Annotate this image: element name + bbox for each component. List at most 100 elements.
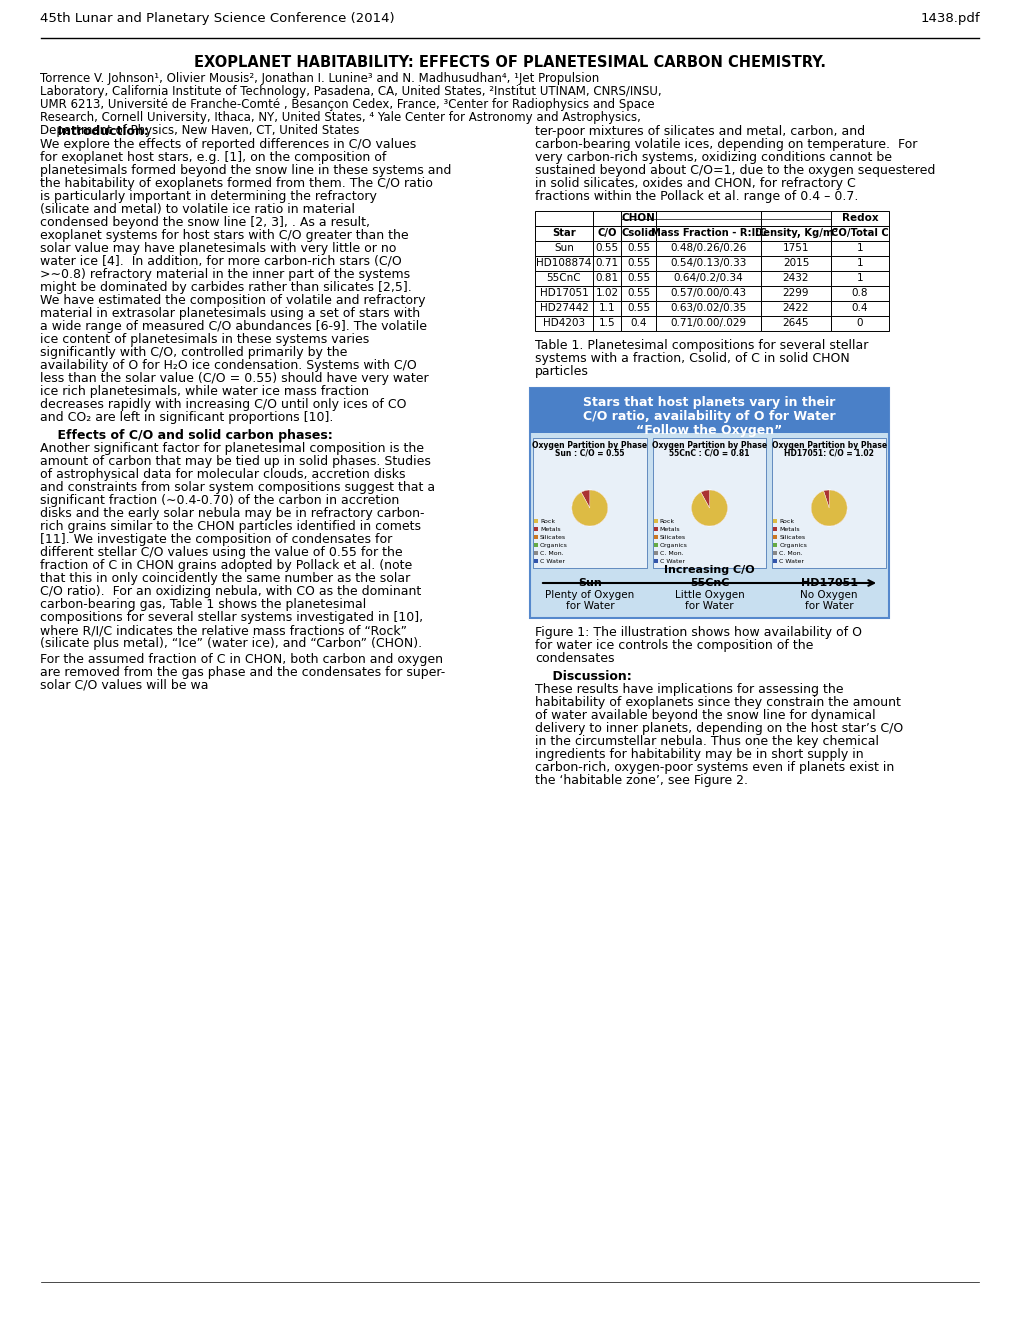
Text: 1.02: 1.02 [595,288,618,298]
Text: Increasing C/O: Increasing C/O [663,565,754,576]
Bar [830,256,889,271]
Text: ter-poor mixtures of silicates and metal, carbon, and: ter-poor mixtures of silicates and metal… [535,125,864,139]
Bar [760,286,830,301]
Text: less than the solar value (C/O = 0.55) should have very water: less than the solar value (C/O = 0.55) s… [40,372,428,385]
Text: water ice [4].  In addition, for more carbon-rich stars (C/O: water ice [4]. In addition, for more car… [40,255,401,268]
Bar [653,550,657,554]
Wedge shape [810,490,847,525]
Bar [830,211,889,226]
Text: 2015: 2015 [782,257,808,268]
Text: 1751: 1751 [782,243,808,253]
Text: for Water: for Water [804,601,853,611]
Bar [592,271,621,286]
Text: For the assumed fraction of C in CHON, both carbon and oxygen: For the assumed fraction of C in CHON, b… [40,653,442,667]
Text: decreases rapidly with increasing C/O until only ices of CO: decreases rapidly with increasing C/O un… [40,399,407,411]
Text: amount of carbon that may be tied up in solid phases. Studies: amount of carbon that may be tied up in … [40,455,430,469]
Text: ingredients for habitability may be in short supply in: ingredients for habitability may be in s… [535,748,863,762]
Text: CHON: CHON [621,213,655,223]
Text: CO/Total C: CO/Total C [830,228,888,238]
Text: Redox: Redox [841,213,877,223]
Bar [535,271,592,286]
Text: carbon-bearing gas, Table 1 shows the planetesimal: carbon-bearing gas, Table 1 shows the pl… [40,598,366,611]
Text: 55CnC : C/O = 0.81: 55CnC : C/O = 0.81 [668,447,749,457]
Text: Introduction:: Introduction: [40,125,149,139]
Text: C Water: C Water [539,558,565,564]
Text: >∼0.8) refractory material in the inner part of the systems: >∼0.8) refractory material in the inner … [40,268,410,281]
Text: rich grains similar to the CHON particles identified in comets: rich grains similar to the CHON particle… [40,520,421,533]
Wedge shape [572,490,607,525]
Bar [534,558,537,564]
Text: Metals: Metals [539,527,560,532]
Text: Mass Fraction - R:I:C: Mass Fraction - R:I:C [650,228,765,238]
Text: for exoplanet host stars, e.g. [1], on the composition of: for exoplanet host stars, e.g. [1], on t… [40,150,386,164]
Text: 55CnC: 55CnC [689,578,729,587]
Bar [830,286,889,301]
Wedge shape [810,490,847,525]
Text: in solid silicates, oxides and CHON, for refractory C: in solid silicates, oxides and CHON, for… [535,177,855,190]
Bar [592,301,621,315]
Bar [653,558,657,564]
Text: exoplanet systems for host stars with C/O greater than the: exoplanet systems for host stars with C/… [40,228,409,242]
Bar [772,558,776,564]
Text: Sun : C/O = 0.55: Sun : C/O = 0.55 [554,447,624,457]
Text: fraction of C in CHON grains adopted by Pollack et al. (note: fraction of C in CHON grains adopted by … [40,558,412,572]
Wedge shape [692,490,727,525]
Bar [653,543,657,546]
Bar [772,535,776,539]
Bar [592,211,621,226]
Text: HD108874: HD108874 [536,257,591,268]
Bar [592,315,621,331]
Bar [533,438,646,568]
Text: Metals: Metals [779,527,799,532]
Text: 0.48/0.26/0.26: 0.48/0.26/0.26 [669,243,746,253]
Text: particles: particles [535,366,588,378]
Bar [621,315,655,331]
Text: 1.5: 1.5 [598,318,614,327]
Text: Oxygen Partition by Phase: Oxygen Partition by Phase [770,441,886,450]
Text: availability of O for H₂O ice condensation. Systems with C/O: availability of O for H₂O ice condensati… [40,359,417,372]
Text: Research, Cornell University, Ithaca, NY, United States, ⁴ Yale Center for Astro: Research, Cornell University, Ithaca, NY… [40,111,640,124]
Text: solar C/O values will be wa: solar C/O values will be wa [40,678,208,692]
Text: disks and the early solar nebula may be in refractory carbon-: disks and the early solar nebula may be … [40,507,424,520]
Text: 0.55: 0.55 [627,243,649,253]
Bar [535,301,592,315]
Bar [592,226,621,242]
Text: Csolid: Csolid [621,228,655,238]
Bar [621,301,655,315]
Bar [830,242,889,256]
Text: C. Mon.: C. Mon. [539,550,564,556]
Bar [535,315,592,331]
Text: material in extrasolar planetesimals using a set of stars with: material in extrasolar planetesimals usi… [40,308,420,319]
Text: We explore the effects of reported differences in C/O values: We explore the effects of reported diffe… [40,139,416,150]
Text: Plenty of Oxygen: Plenty of Oxygen [545,590,634,601]
Text: 0.55: 0.55 [627,304,649,313]
Wedge shape [810,490,847,525]
Text: Organics: Organics [659,543,687,548]
Bar [534,519,537,523]
Text: Sun: Sun [578,578,601,587]
Bar [655,271,760,286]
Text: Torrence V. Johnson¹, Olivier Mousis², Jonathan I. Lunine³ and N. Madhusudhan⁴, : Torrence V. Johnson¹, Olivier Mousis², J… [40,73,599,84]
Bar [621,211,655,226]
Text: 1: 1 [856,257,862,268]
Bar [655,242,760,256]
Bar [535,211,592,226]
Text: Stars that host planets vary in their: Stars that host planets vary in their [583,396,835,409]
Text: carbon-rich, oxygen-poor systems even if planets exist in: carbon-rich, oxygen-poor systems even if… [535,762,894,774]
Text: 1: 1 [856,243,862,253]
Wedge shape [572,490,607,525]
Text: Silicates: Silicates [539,535,566,540]
Text: C. Mon.: C. Mon. [779,550,802,556]
Text: Laboratory, California Institute of Technology, Pasadena, CA, United States, ²In: Laboratory, California Institute of Tech… [40,84,661,98]
Text: ice rich planetesimals, while water ice mass fraction: ice rich planetesimals, while water ice … [40,385,369,399]
Bar [535,242,592,256]
Wedge shape [814,490,847,525]
Text: Little Oxygen: Little Oxygen [674,590,744,601]
Bar [760,301,830,315]
Text: (silicate and metal) to volatile ice ratio in material: (silicate and metal) to volatile ice rat… [40,203,355,216]
Bar [534,550,537,554]
Bar [652,438,765,568]
Wedge shape [572,490,607,525]
Text: 0.71: 0.71 [595,257,618,268]
Bar [772,527,776,531]
